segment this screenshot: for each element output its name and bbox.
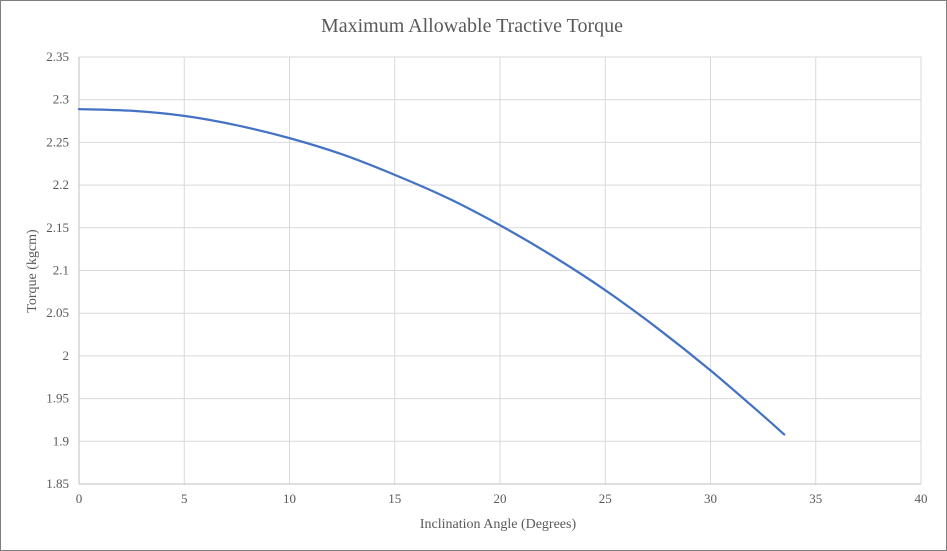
y-tick-label: 2.35 <box>46 49 69 64</box>
y-tick-label: 1.95 <box>46 391 69 406</box>
chart-title: Maximum Allowable Tractive Torque <box>321 15 623 37</box>
x-tick-label: 35 <box>809 491 822 506</box>
series-line <box>77 107 786 436</box>
y-tick-label: 2.15 <box>46 220 69 235</box>
y-tick-label: 2.25 <box>46 134 69 149</box>
y-tick-label: 2 <box>63 348 70 363</box>
y-tick-label: 2.1 <box>53 263 69 278</box>
y-tick-label: 2.2 <box>53 177 69 192</box>
x-tick-label: 30 <box>704 491 717 506</box>
x-tick-label: 40 <box>915 491 928 506</box>
tick-labels: 1.85 1.9 1.95 2 2.05 2.1 2.15 2.2 2.25 2.3 2.35 0 5 1… <box>46 49 927 506</box>
y-tick-label: 2.3 <box>53 92 69 107</box>
y-tick-label: 1.9 <box>53 433 69 448</box>
y-tick-label: 2.05 <box>46 305 69 320</box>
gridlines <box>79 56 922 484</box>
y-axis-title: Torque (kgcm) <box>25 229 40 313</box>
series <box>77 107 786 436</box>
axes <box>78 57 921 485</box>
x-tick-label: 20 <box>494 491 507 506</box>
x-tick-label: 15 <box>388 491 401 506</box>
x-tick-label: 5 <box>181 491 188 506</box>
y-tick-label: 1.85 <box>46 476 69 491</box>
x-tick-label: 25 <box>599 491 612 506</box>
x-axis-title: Inclination Angle (Degrees) <box>420 517 577 532</box>
x-tick-label: 0 <box>76 491 83 506</box>
x-tick-label: 10 <box>283 491 296 506</box>
